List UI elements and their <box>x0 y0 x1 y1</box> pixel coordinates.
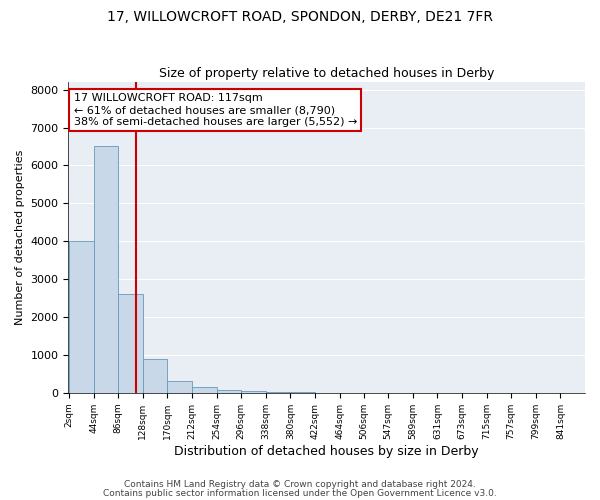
Bar <box>266 392 290 393</box>
Text: Contains HM Land Registry data © Crown copyright and database right 2024.: Contains HM Land Registry data © Crown c… <box>124 480 476 489</box>
Bar <box>94 146 118 393</box>
Bar <box>217 390 241 393</box>
Text: Contains public sector information licensed under the Open Government Licence v3: Contains public sector information licen… <box>103 490 497 498</box>
Bar <box>69 241 94 393</box>
Bar <box>118 294 143 393</box>
Text: 17, WILLOWCROFT ROAD, SPONDON, DERBY, DE21 7FR: 17, WILLOWCROFT ROAD, SPONDON, DERBY, DE… <box>107 10 493 24</box>
Bar <box>143 358 167 393</box>
Bar <box>167 382 192 393</box>
Title: Size of property relative to detached houses in Derby: Size of property relative to detached ho… <box>159 66 494 80</box>
Bar <box>192 387 217 393</box>
X-axis label: Distribution of detached houses by size in Derby: Distribution of detached houses by size … <box>175 444 479 458</box>
Text: 17 WILLOWCROFT ROAD: 117sqm
← 61% of detached houses are smaller (8,790)
38% of : 17 WILLOWCROFT ROAD: 117sqm ← 61% of det… <box>74 94 357 126</box>
Bar <box>241 391 266 393</box>
Y-axis label: Number of detached properties: Number of detached properties <box>15 150 25 325</box>
